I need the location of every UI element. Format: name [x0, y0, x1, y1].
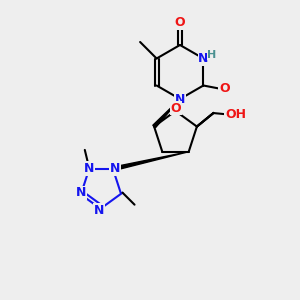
Text: N: N — [76, 186, 87, 199]
Text: O: O — [175, 16, 185, 29]
Polygon shape — [153, 99, 180, 128]
Text: N: N — [94, 204, 104, 217]
Text: O: O — [171, 101, 182, 115]
Text: N: N — [198, 52, 208, 65]
Text: H: H — [207, 50, 216, 60]
Text: O: O — [219, 82, 230, 95]
Text: N: N — [110, 162, 120, 175]
Text: N: N — [175, 92, 185, 106]
Text: OH: OH — [225, 108, 246, 121]
Polygon shape — [114, 152, 189, 170]
Text: N: N — [84, 162, 94, 175]
